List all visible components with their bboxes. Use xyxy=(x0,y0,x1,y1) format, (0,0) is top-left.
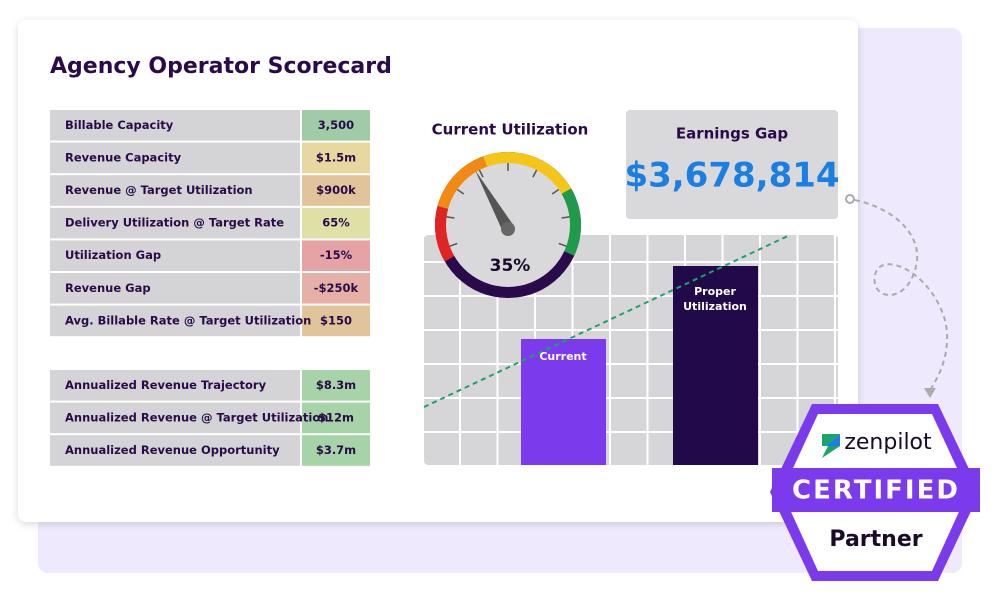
row-label-cell xyxy=(50,110,300,141)
bar-label: Current xyxy=(539,350,586,363)
row-value: $900k xyxy=(316,183,356,197)
bar-label: Proper Utilization xyxy=(683,285,747,313)
row-value-cell xyxy=(302,435,370,466)
brand-logo xyxy=(822,434,840,458)
row-label-cell xyxy=(50,370,300,401)
gauge-arc xyxy=(483,152,572,195)
gauge-tick xyxy=(532,169,538,178)
row-label-cell xyxy=(50,273,300,304)
bar-proper xyxy=(673,266,758,465)
row-label: Delivery Utilization @ Target Rate xyxy=(65,216,284,230)
row-value-cell xyxy=(302,142,370,174)
row-value-cell xyxy=(302,240,370,271)
gauge-tick xyxy=(551,188,560,195)
gauge-label: 35% xyxy=(490,256,531,276)
tables: Billable Capacity 3,500 Revenue Capacity $1… xyxy=(50,110,370,466)
badge-partner: Partner xyxy=(829,527,922,552)
gauge-needle xyxy=(475,170,514,232)
row-label: Annualized Revenue Trajectory xyxy=(65,378,267,392)
row-value: $8.3m xyxy=(316,378,356,392)
earnings-box xyxy=(626,110,838,219)
row-label-cell xyxy=(50,435,300,466)
gauge-arcs xyxy=(435,152,581,262)
row-label: Annualized Revenue Opportunity xyxy=(65,443,280,457)
row-label-cell xyxy=(50,175,300,206)
badge-certified: CERTIFIED xyxy=(792,476,960,506)
row-value-cell xyxy=(302,207,370,239)
row-value: 65% xyxy=(322,216,350,230)
row-value-cell xyxy=(302,175,370,206)
row-label-cell xyxy=(50,240,300,271)
row-value-cell xyxy=(302,370,370,401)
gauge-tick xyxy=(446,216,455,219)
arrowhead xyxy=(924,388,936,398)
connector xyxy=(845,194,949,391)
row-label-cell xyxy=(50,207,300,239)
gauge-arc xyxy=(560,188,581,256)
gauge-tick xyxy=(561,216,570,219)
gauge-title: Current Utilization xyxy=(432,121,589,139)
row-value-cell xyxy=(302,273,370,304)
badge-band xyxy=(772,468,980,512)
title: Agency Operator Scorecard xyxy=(50,54,392,79)
row-value: $12m xyxy=(318,410,354,424)
earnings-value: $3,678,814 xyxy=(624,156,839,196)
bar-current xyxy=(521,339,606,465)
row-value: 3,500 xyxy=(318,118,354,132)
row-label: Avg. Billable Rate @ Target Utilization xyxy=(65,313,311,327)
trend-line xyxy=(423,234,791,408)
gauge-hub xyxy=(501,222,515,236)
row-value: $3.7m xyxy=(316,443,356,457)
gauge-arc xyxy=(437,156,488,210)
gauge-tick xyxy=(449,242,458,247)
row-value: $1.5m xyxy=(316,150,356,164)
row-label-cell xyxy=(50,305,300,337)
row-label: Annualized Revenue @ Target Utilization xyxy=(65,410,328,424)
gauge: Current Utilization 35% xyxy=(432,121,589,298)
badge: zenpilot CERTIFIED Partner xyxy=(770,404,980,581)
row-value: -15% xyxy=(320,248,353,262)
gauge-tick xyxy=(478,169,484,178)
row-label: Billable Capacity xyxy=(65,118,174,132)
row-value-cell xyxy=(302,402,370,434)
row-label: Revenue @ Target Utilization xyxy=(65,183,253,197)
row-label: Revenue Capacity xyxy=(65,150,182,164)
gauge-ticks xyxy=(446,163,570,247)
row-label-cell xyxy=(50,142,300,174)
row-label: Revenue Gap xyxy=(65,281,151,295)
gauge-arc xyxy=(435,206,456,262)
row-label: Utilization Gap xyxy=(65,248,161,262)
row-value-cell xyxy=(302,110,370,141)
row-label-cell xyxy=(50,402,300,434)
row-value: -$250k xyxy=(314,281,359,295)
badge-brand: zenpilot xyxy=(844,430,932,455)
earnings-title: Earnings Gap xyxy=(676,125,789,143)
row-value-cell xyxy=(302,305,370,337)
gauge-tick xyxy=(558,242,567,247)
gauge-tick xyxy=(456,188,465,195)
row-value: $150 xyxy=(320,313,352,327)
